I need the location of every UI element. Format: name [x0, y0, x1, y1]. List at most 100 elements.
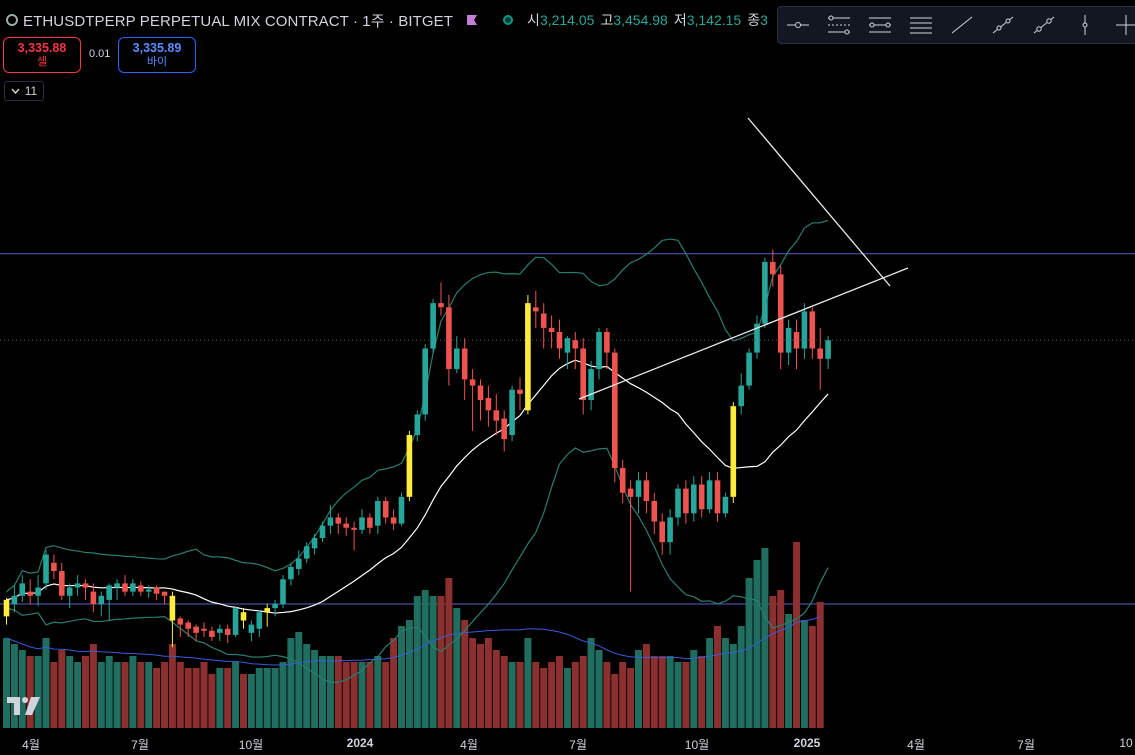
candle-body: [343, 523, 349, 528]
volume-bar: [563, 668, 571, 728]
candle-body: [406, 435, 413, 497]
range-lines-icon[interactable]: [860, 6, 901, 44]
volume-bar: [192, 668, 200, 728]
candle: [256, 610, 263, 637]
volume-bar: [413, 596, 421, 728]
volume-bar: [587, 638, 595, 728]
volume-bar: [706, 638, 714, 728]
candle: [691, 476, 697, 522]
candle: [351, 521, 357, 551]
candle: [612, 348, 618, 483]
candle: [209, 626, 215, 642]
horizontal-ray-icon[interactable]: [778, 6, 819, 44]
volume-bar: [650, 656, 658, 728]
trend-lines[interactable]: [578, 117, 909, 400]
volume-bar: [492, 650, 500, 728]
symbol-title[interactable]: ETHUSDTPERP PERPETUAL MIX CONTRACT · 1주 …: [23, 12, 454, 30]
candle: [319, 521, 326, 543]
candle-body: [730, 406, 737, 497]
volume-bar: [89, 644, 97, 728]
candle-body: [809, 311, 816, 349]
candle-body: [667, 517, 673, 543]
candle-body: [564, 338, 571, 353]
candle-body: [825, 340, 831, 359]
candle: [66, 583, 73, 609]
candle: [27, 579, 33, 604]
volume-bar: [627, 668, 635, 728]
candle: [714, 472, 721, 522]
volume-bar: [429, 596, 437, 728]
candle: [201, 622, 207, 637]
candle-body: [248, 624, 255, 633]
parallel-lines-icon[interactable]: [819, 6, 860, 44]
candle-body: [612, 352, 618, 468]
candle: [533, 290, 539, 328]
volume-ma-line: [6, 616, 821, 666]
buy-button[interactable]: 3,335.89 바이: [118, 37, 196, 73]
candle-body: [517, 389, 523, 394]
volume-bar: [611, 674, 619, 728]
lower-band-line: [6, 447, 829, 683]
candle-body: [90, 591, 97, 604]
candle-body: [122, 583, 128, 592]
candle-body: [303, 546, 310, 559]
volume-bar: [42, 638, 50, 728]
cross-line-icon[interactable]: [1105, 6, 1135, 44]
volume-bar: [153, 668, 161, 728]
candle-body: [335, 517, 342, 524]
candle-body: [375, 500, 381, 526]
candle-body: [604, 332, 610, 353]
candle: [153, 585, 160, 600]
vertical-line-icon[interactable]: [1064, 6, 1105, 44]
candle: [169, 591, 176, 648]
candle: [130, 579, 136, 596]
candle-body: [43, 554, 49, 584]
candle: [485, 385, 492, 427]
flag-icon[interactable]: [467, 15, 478, 25]
candle: [754, 315, 760, 359]
volume-bar: [556, 656, 563, 728]
info-line-icon[interactable]: [982, 6, 1023, 44]
volume-bar: [714, 626, 721, 728]
volume-bar: [453, 608, 461, 728]
candle: [193, 624, 199, 642]
volume-bar: [690, 650, 698, 728]
tradingview-logo-icon[interactable]: [6, 693, 42, 719]
volume-bar: [390, 638, 398, 728]
candle-body: [754, 323, 760, 353]
candle: [398, 492, 405, 526]
trend-line-icon[interactable]: [942, 6, 983, 44]
candle: [422, 344, 428, 421]
volume-bar: [97, 662, 105, 728]
horizontal-levels[interactable]: [0, 253, 1135, 605]
volume-bar: [548, 662, 556, 728]
candle: [375, 496, 381, 534]
sell-button[interactable]: 3,335.88 셀: [3, 37, 81, 73]
candle: [240, 608, 247, 629]
candle-body: [232, 608, 239, 635]
candle-body: [801, 311, 808, 349]
candle: [698, 476, 705, 518]
candle-body: [138, 585, 144, 592]
candle-body: [209, 630, 215, 637]
upper-band-line: [6, 219, 829, 593]
candle-body: [714, 480, 721, 514]
candle: [359, 509, 365, 534]
extended-line-icon[interactable]: [1023, 6, 1064, 44]
candle-body: [359, 517, 365, 530]
candle: [809, 307, 816, 359]
time-axis-label: 10: [1119, 736, 1133, 750]
candle: [627, 480, 634, 592]
candle-body: [698, 484, 705, 510]
pitchfork-lines-icon[interactable]: [901, 6, 942, 44]
volume-bar: [374, 656, 382, 728]
candle-body: [114, 583, 120, 588]
candle-body: [454, 348, 460, 370]
candle: [11, 585, 18, 613]
indicators-toggle[interactable]: 11: [4, 81, 44, 101]
candle-body: [422, 348, 428, 415]
volume-bar: [382, 662, 390, 728]
volume-bar: [437, 596, 445, 728]
volume-bar: [769, 596, 777, 728]
